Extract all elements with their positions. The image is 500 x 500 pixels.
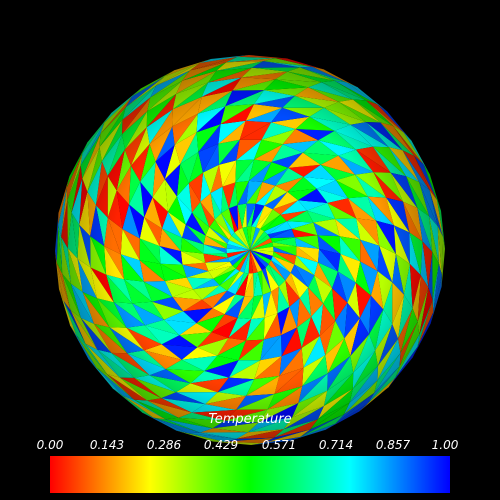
scalar-bar-label-5: 0.714	[318, 438, 354, 452]
scalar-bar-label-0: 0.00	[36, 438, 64, 452]
scalar-bar-label-7: 1.00	[431, 438, 459, 452]
scalar-bar-gradient	[50, 456, 450, 493]
scalar-bar-label-3: 0.429	[203, 438, 239, 452]
scalar-bar-title: Temperature	[208, 412, 292, 427]
scalar-bar-label-4: 0.571	[261, 438, 297, 452]
sphere-limb-shading	[55, 55, 445, 445]
scalar-bar-label-2: 0.286	[146, 438, 182, 452]
scalar-bar-label-1: 0.143	[89, 438, 125, 452]
scalar-bar-label-6: 0.857	[375, 438, 411, 452]
